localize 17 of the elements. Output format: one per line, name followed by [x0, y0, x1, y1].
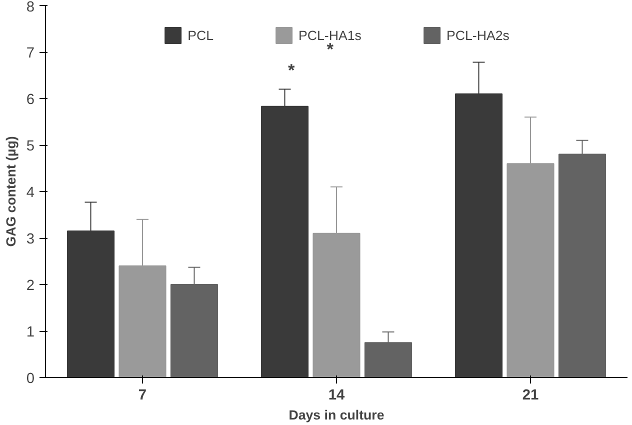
x-tick-label: 14	[328, 388, 346, 404]
x-axis-title: Days in culture	[288, 408, 384, 422]
y-tick-label: 3	[26, 232, 35, 248]
y-tick-label: 6	[26, 92, 35, 108]
legend-label: PCL	[188, 28, 214, 42]
y-axis-title: GAG content (µg)	[3, 136, 18, 247]
x-tick-label: 21	[522, 388, 539, 404]
legend-label: PCL-HA2s	[446, 28, 510, 42]
y-tick-label: 1	[26, 324, 35, 340]
annotation: *	[288, 60, 295, 80]
y-tick-label: 2	[26, 278, 35, 294]
y-tick-label: 4	[26, 185, 35, 201]
y-tick-label: 5	[26, 138, 35, 154]
y-tick-label: 0	[26, 371, 35, 387]
y-tick-label: 8	[26, 0, 35, 16]
y-tick-label: 7	[26, 46, 35, 62]
x-tick-label: 7	[138, 388, 147, 404]
